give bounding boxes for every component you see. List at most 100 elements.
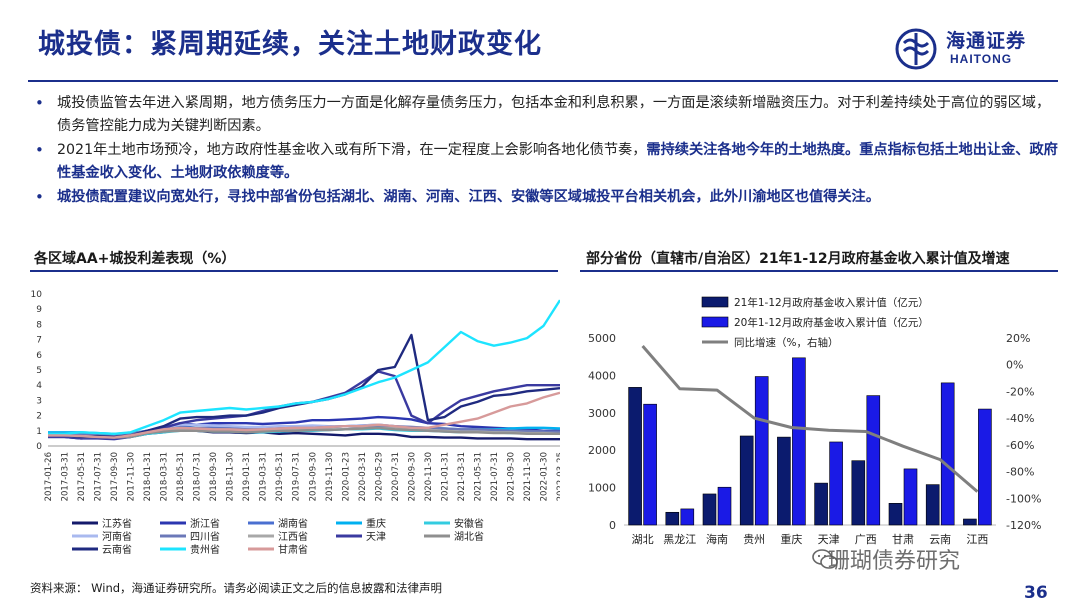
- category-label: 黑龙江: [663, 533, 696, 546]
- header-divider: [28, 80, 1058, 82]
- bar-20: [717, 486, 732, 526]
- x-tick-label: 2018-07-31: [193, 452, 203, 501]
- bar-21: [963, 518, 977, 526]
- bar-21: [925, 484, 940, 526]
- spread-line-chart: 0 1 2 3 4 5 6 7 8 9 10 2017-01-26 2017-03-31 2017-05-…: [31, 290, 560, 556]
- legend-label: 江苏省: [102, 517, 132, 530]
- x-tick-label: 2020-01-23: [341, 452, 351, 501]
- y2-tick-label: 20%: [1006, 332, 1030, 345]
- right-chart-divider: [580, 270, 1058, 272]
- bar-20: [978, 408, 992, 526]
- legend-label: 四川省: [190, 530, 220, 543]
- y-tick-label: 1: [36, 427, 42, 437]
- legend-label: 安徽省: [454, 517, 484, 530]
- legend-label: 同比增速（%，右轴）: [734, 336, 838, 349]
- legend-label: 重庆: [366, 517, 386, 530]
- fund-income-bar-chart: 0 1000 2000 3000 4000 5000 20% 0% -20% -40% -60% -8…: [588, 296, 1041, 546]
- x-tick-label: 2021-11-30: [523, 452, 533, 501]
- bullet-item: 2021年土地市场预冷，地方政府性基金收入或有所下滑，在一定程度上会影响各地化债…: [32, 139, 1062, 184]
- x-tick-label: 2018-05-31: [176, 452, 186, 501]
- bar-21: [777, 436, 791, 526]
- left-chart-title: 各区域AA+城投利差表现（%）: [34, 251, 236, 267]
- y2-tick-label: -20%: [1006, 385, 1034, 398]
- y-tick-label: 2000: [588, 444, 616, 457]
- y2-tick-label: -100%: [1006, 492, 1041, 505]
- y-tick-label: 3: [36, 396, 42, 406]
- haitong-logo-icon: [895, 28, 937, 70]
- haitong-logo: 海通证券 HAITONG: [892, 25, 1052, 75]
- x-tick-label: 2017-07-31: [94, 452, 104, 501]
- legend-label: 浙江省: [190, 517, 220, 530]
- growth-line: [641, 345, 979, 493]
- x-tick-label: 2018-01-31: [143, 452, 153, 501]
- bar-20: [829, 441, 843, 526]
- x-tick-label: 2020-03-31: [358, 452, 368, 501]
- bar-20: [940, 382, 955, 526]
- x-tick-label: 2017-09-30: [110, 452, 120, 501]
- y2-tick-label: 0%: [1006, 359, 1023, 372]
- series-line-甘肃省: [48, 391, 560, 439]
- legend-label: 天津: [366, 531, 386, 543]
- legend-swatch: [701, 316, 729, 328]
- bar-20: [680, 508, 695, 526]
- legend-label: 21年1-12月政府基金收入累计值（亿元）: [734, 296, 929, 309]
- legend-label: 江西省: [278, 530, 308, 543]
- y2-tick-label: -120%: [1006, 519, 1041, 532]
- left-chart-divider: [30, 270, 558, 272]
- logo-text-en: HAITONG: [950, 52, 1013, 66]
- watermark: 珊瑚债券研究: [828, 549, 961, 574]
- y2-tick-label: -40%: [1006, 412, 1034, 425]
- y-tick-label: 4000: [588, 369, 616, 382]
- x-tick-label: 2018-11-30: [226, 452, 236, 501]
- bar-21: [851, 460, 866, 526]
- category-label: 重庆: [780, 532, 802, 546]
- bar-20: [792, 357, 806, 526]
- page-title: 城投债：紧周期延续，关注土地财政变化: [38, 29, 542, 60]
- x-tick-label: 2020-11-30: [424, 452, 434, 501]
- x-tick-label: 2021-07-31: [490, 452, 500, 501]
- y-tick-label: 1000: [588, 482, 616, 495]
- x-tick-label: 2018-09-30: [209, 452, 219, 501]
- bar-20: [903, 468, 918, 526]
- x-tick-label: 2020-09-30: [407, 452, 417, 501]
- category-label: 天津: [818, 533, 840, 546]
- x-tick-label: 2021-01-31: [440, 452, 450, 501]
- bar-21: [814, 482, 828, 526]
- x-tick-label: 2022-01-30: [539, 452, 549, 501]
- category-label: 贵州: [743, 533, 765, 546]
- bar-20: [754, 376, 769, 526]
- y-tick-label: 4: [36, 381, 42, 391]
- legend-label: 甘肃省: [278, 543, 308, 556]
- category-label: 广西: [855, 533, 877, 546]
- x-tick-label: 2017-01-26: [44, 452, 54, 501]
- y-tick-label: 10: [31, 290, 43, 300]
- bar-20: [643, 403, 657, 526]
- y-tick-label: 5: [36, 366, 42, 376]
- y-tick-label: 0: [609, 519, 616, 532]
- bullet-item: 城投债配置建议向宽处行，寻找中部省份包括湖北、湖南、河南、江西、安徽等区域城投平…: [32, 186, 1062, 209]
- legend-label: 20年1-12月政府基金收入累计值（亿元）: [734, 316, 929, 329]
- x-tick-label: 2019-07-31: [292, 452, 302, 501]
- x-tick-label: 2021-05-31: [473, 452, 483, 501]
- y-tick-label: 2: [36, 412, 42, 422]
- x-tick-label: 2017-11-30: [127, 452, 137, 501]
- x-tick-label: 2021-09-30: [506, 452, 516, 501]
- y-tick-label: 3000: [588, 407, 616, 420]
- y-tick-label: 5000: [588, 332, 616, 345]
- legend-label: 河南省: [102, 530, 132, 543]
- bar-21: [888, 503, 903, 526]
- bullet-emphasis: 需持续关注各地今年的土地热度。重点指标包括土地出让金、政府性基金收入变化、土地财…: [57, 142, 1058, 181]
- bar-21: [665, 511, 680, 526]
- series-line-湖北省: [48, 426, 560, 439]
- category-label: 江西: [966, 533, 988, 546]
- x-tick-label: 2017-03-31: [61, 452, 71, 501]
- bullet-list: 城投债监管去年进入紧周期，地方债务压力一方面是化解存量债务压力，包括本金和利息积…: [32, 92, 1062, 211]
- legend-label: 贵州省: [190, 543, 220, 556]
- bullet-item: 城投债监管去年进入紧周期，地方债务压力一方面是化解存量债务压力，包括本金和利息积…: [32, 92, 1062, 137]
- x-tick-label: 2017-05-31: [77, 452, 87, 501]
- x-tick-label: 2021-03-31: [457, 452, 467, 501]
- category-label: 甘肃: [892, 533, 914, 546]
- y2-tick-label: -80%: [1006, 466, 1034, 479]
- wechat-icon: [812, 549, 838, 569]
- category-label: 海南: [706, 532, 728, 546]
